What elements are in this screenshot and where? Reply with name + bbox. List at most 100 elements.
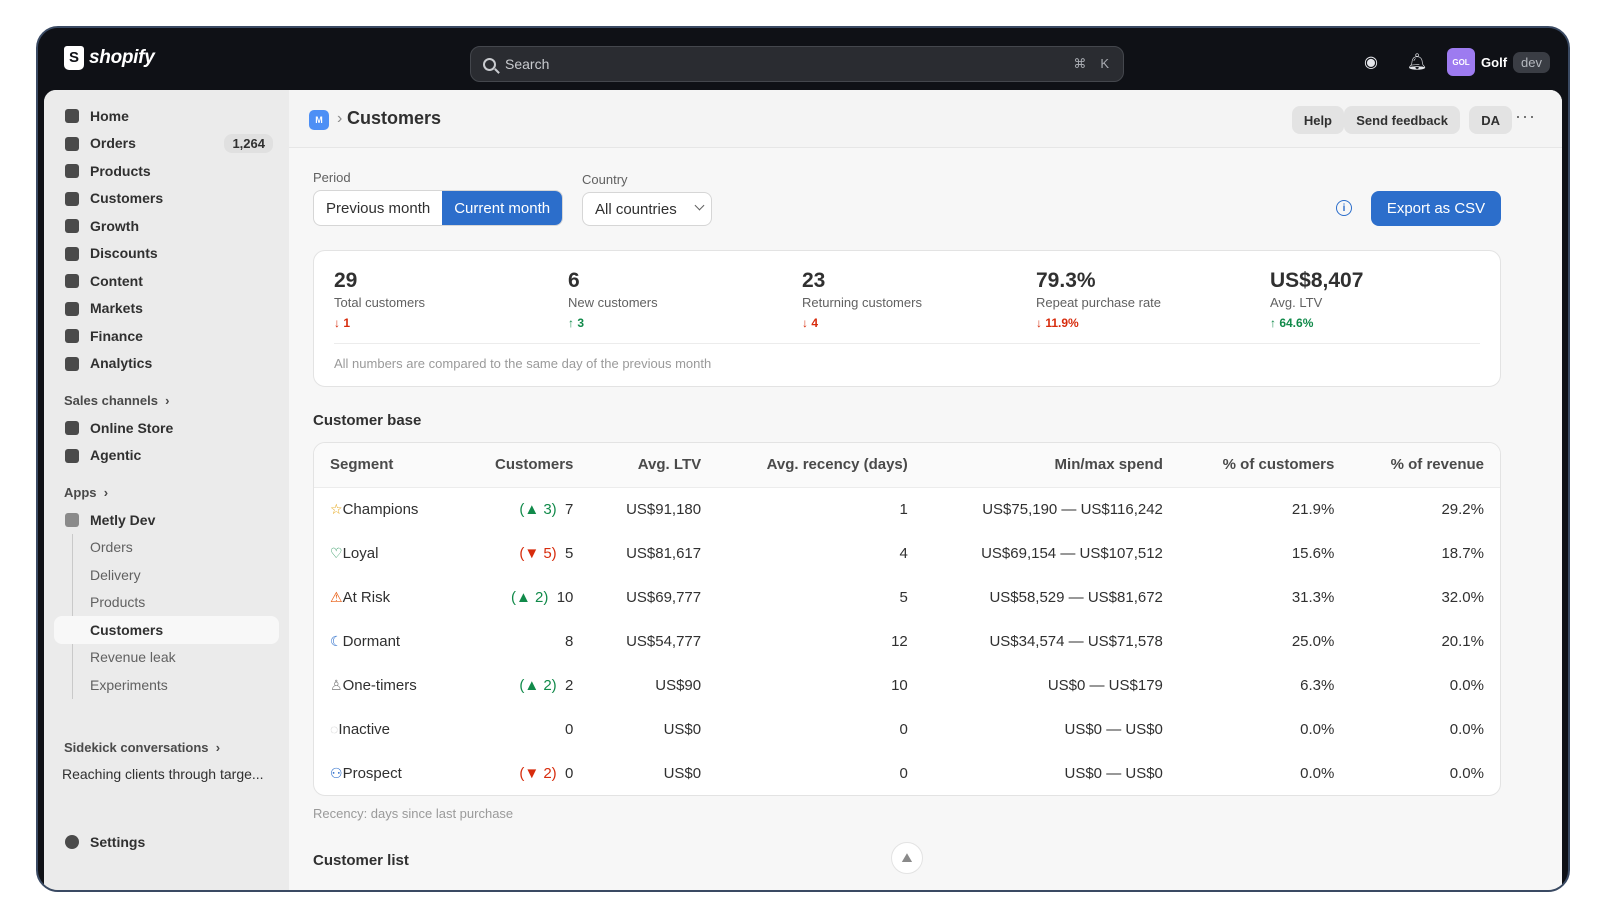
min-max-spend: US$75,190 — US$116,242: [982, 500, 1163, 518]
app-sub-delivery[interactable]: Delivery: [90, 566, 141, 583]
search-input[interactable]: Search ⌘ K: [470, 46, 1124, 82]
table-row[interactable]: ⚇Prospect (▼ 2) 0 US$0 0 US$0 — US$0 0.0% 0.0%: [314, 751, 1500, 795]
sidebar-item-markets[interactable]: Markets: [44, 295, 289, 323]
column-header[interactable]: % of customers: [1178, 443, 1351, 488]
stat-delta: ↓ 1: [334, 316, 351, 330]
min-max-spend: US$69,154 — US$107,512: [981, 544, 1163, 562]
table-row[interactable]: ⚠At Risk (▲ 2) 10 US$69,777 5 US$58,529 — US…: [314, 575, 1500, 619]
avg-ltv: US$81,617: [626, 544, 702, 562]
table-row[interactable]: ☾Dormant 8 US$54,777 12 US$34,574 — US$71,5…: [314, 619, 1500, 663]
stat-delta: ↓ 11.9%: [1036, 316, 1079, 330]
agentic-icon: [65, 448, 79, 463]
avg-recency: 5: [899, 588, 908, 606]
avg-ltv: US$69,777: [626, 588, 702, 606]
pct-customers: 6.3%: [1300, 676, 1335, 694]
min-max-spend: US$0 — US$179: [1047, 676, 1163, 694]
country-label: Country: [582, 172, 628, 187]
period-label: Period: [313, 170, 351, 185]
collapse-toggle-icon[interactable]: ⛰︎: [891, 842, 923, 874]
table-row[interactable]: ♡Loyal (▼ 5) 5 US$81,617 4 US$69,154 — US$10…: [314, 531, 1500, 575]
sidebar-item-products[interactable]: Products: [44, 157, 289, 185]
sidebar-item-analytics[interactable]: Analytics: [44, 350, 289, 378]
heart-icon: ♡: [330, 544, 343, 561]
pct-revenue: 20.1%: [1441, 632, 1484, 650]
store-icon: [65, 421, 79, 435]
table-row[interactable]: ♙One-timers (▲ 2) 2 US$90 10 US$0 — US$179 6.…: [314, 663, 1500, 707]
column-header[interactable]: % of revenue: [1350, 443, 1500, 488]
stat-value: 23: [802, 269, 826, 292]
stat-delta: ↓ 4: [802, 316, 819, 330]
sidebar: Home Orders 1,264 Products Customers Growth Di…: [44, 90, 289, 890]
pct-customers: 0.0%: [1300, 764, 1335, 782]
stat-label: Returning customers: [802, 295, 922, 310]
table-row[interactable]: ◌Inactive 0 US$0 0 US$0 — US$0 0.0% 0.0%: [314, 707, 1500, 751]
customers-count: 8: [565, 632, 574, 650]
sidebar-item-home[interactable]: Home: [44, 102, 289, 130]
help-button[interactable]: Help: [1291, 106, 1344, 134]
column-header[interactable]: Min/max spend: [923, 443, 1179, 488]
da-button[interactable]: DA: [1469, 106, 1512, 134]
app-logo-icon[interactable]: M: [309, 110, 329, 130]
apps-header[interactable]: Apps ›: [64, 485, 109, 500]
sidebar-item-agentic[interactable]: Agentic: [44, 442, 289, 470]
min-max-spend: US$0 — US$0: [1064, 720, 1163, 738]
sales-channels-header[interactable]: Sales channels ›: [64, 393, 170, 408]
top-bar: shopify Search ⌘K ◉ 🔔︎ GOL Golf dev: [38, 28, 1568, 90]
sidebar-item-customers[interactable]: Customers: [44, 185, 289, 213]
sidebar-item-metly-dev[interactable]: Metly Dev: [44, 506, 289, 534]
sidekick-icon[interactable]: ◉: [1364, 54, 1379, 71]
chevron-down-icon: [694, 200, 705, 211]
customers-count: 10: [556, 588, 574, 606]
segment-name: Loyal: [342, 544, 379, 562]
customers-change: (▲ 3): [519, 500, 557, 518]
stat-delta: ↑ 3: [568, 316, 585, 330]
search-icon: [483, 57, 496, 71]
pct-customers: 31.3%: [1291, 588, 1335, 606]
page-header: M › Customers Help Send feedback DA ···: [289, 90, 1562, 148]
discount-icon: [65, 246, 79, 261]
info-icon[interactable]: i: [1336, 200, 1352, 216]
pct-revenue: 32.0%: [1441, 588, 1484, 606]
customers-count: 5: [565, 544, 574, 562]
export-csv-button[interactable]: Export as CSV: [1371, 191, 1501, 226]
column-header[interactable]: Avg. LTV: [589, 443, 718, 488]
previous-month-button[interactable]: Previous month: [326, 199, 431, 217]
send-feedback-button[interactable]: Send feedback: [1344, 106, 1460, 134]
shopify-bag-icon: [64, 46, 84, 70]
sidekick-conversation-item[interactable]: Reaching clients through targe...: [62, 766, 264, 782]
sidebar-item-discounts[interactable]: Discounts: [44, 240, 289, 268]
bell-icon[interactable]: 🔔︎: [1406, 54, 1428, 71]
gauge-icon: [65, 219, 79, 233]
sidekick-conversations-header[interactable]: Sidekick conversations ›: [64, 740, 221, 755]
sidebar-item-growth[interactable]: Growth: [44, 212, 289, 240]
app-sub-customers[interactable]: Customers: [54, 616, 279, 644]
sidebar-item-settings[interactable]: Settings: [44, 828, 289, 856]
table-row[interactable]: ☆Champions (▲ 3) 7 US$91,180 1 US$75,190 — U…: [314, 487, 1500, 531]
more-actions-icon[interactable]: ···: [1515, 106, 1536, 126]
sidebar-item-finance[interactable]: Finance: [44, 322, 289, 350]
segment-name: Prospect: [342, 764, 402, 782]
shopify-logo[interactable]: shopify: [64, 46, 155, 70]
app-sub-revenue-leak[interactable]: Revenue leak: [90, 649, 176, 666]
customers-count: 7: [565, 500, 574, 518]
app-sub-orders[interactable]: Orders: [90, 539, 133, 556]
current-month-button[interactable]: Current month: [442, 191, 563, 225]
min-max-spend: US$58,529 — US$81,672: [989, 588, 1163, 606]
segment-name: Inactive: [338, 720, 391, 738]
store-name: Golf: [1481, 54, 1508, 70]
sidebar-item-content[interactable]: Content: [44, 267, 289, 295]
period-toggle: Previous month Current month: [313, 190, 564, 226]
sidebar-item-orders[interactable]: Orders 1,264: [44, 130, 289, 158]
column-header[interactable]: Segment: [314, 443, 458, 488]
content-icon: [65, 274, 79, 288]
stat-label: Avg. LTV: [1270, 295, 1323, 310]
customer-list-title: Customer list: [313, 852, 409, 869]
country-select[interactable]: All countries: [582, 192, 712, 226]
app-sub-experiments[interactable]: Experiments: [90, 676, 168, 693]
avg-ltv: US$54,777: [626, 632, 702, 650]
app-sub-products[interactable]: Products: [90, 594, 146, 611]
sidebar-item-online-store[interactable]: Online Store: [44, 414, 289, 442]
account-menu[interactable]: GOL Golf dev: [1447, 48, 1550, 76]
column-header[interactable]: Avg. recency (days): [717, 443, 924, 488]
column-header[interactable]: Customers: [457, 443, 590, 488]
